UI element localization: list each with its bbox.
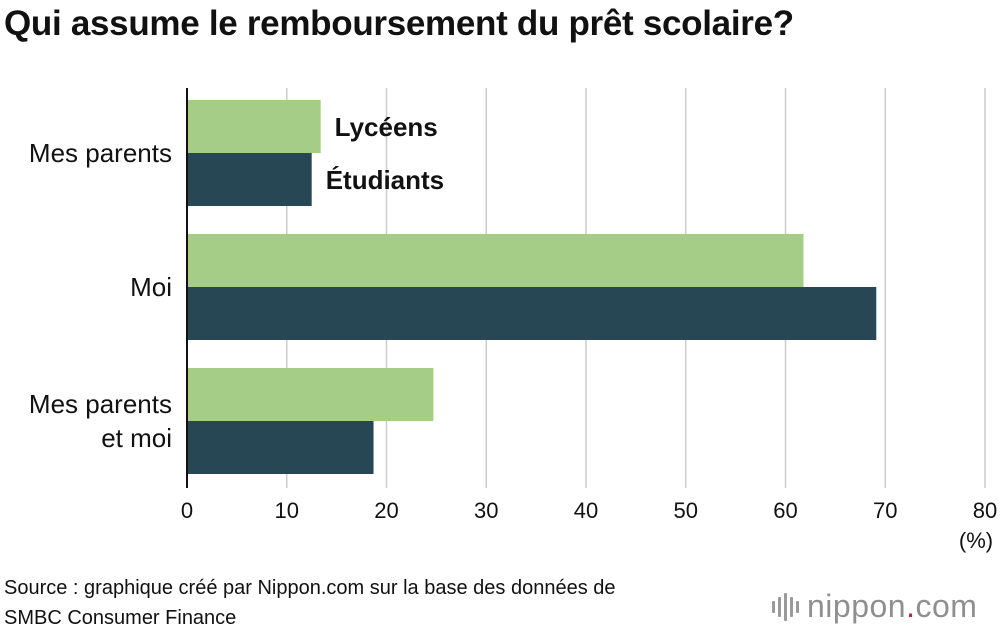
x-unit-label: (%) bbox=[959, 528, 993, 553]
x-tick-label: 30 bbox=[474, 498, 498, 523]
bar bbox=[187, 421, 374, 474]
bar bbox=[187, 234, 804, 287]
bars bbox=[187, 100, 877, 474]
category-labels: Mes parents Moi Mes parents et moi bbox=[29, 138, 172, 453]
series-label: Étudiants bbox=[326, 165, 444, 195]
x-tick-label: 0 bbox=[181, 498, 193, 523]
x-tick-label: 50 bbox=[674, 498, 698, 523]
source-note-line1: Source : graphique créé par Nippon.com s… bbox=[4, 577, 616, 599]
x-tick-label: 60 bbox=[773, 498, 797, 523]
bar bbox=[187, 100, 321, 153]
bar bbox=[187, 368, 434, 421]
category-label: et moi bbox=[101, 423, 172, 453]
category-label: Moi bbox=[130, 272, 172, 302]
series-label: Lycéens bbox=[335, 112, 438, 142]
x-tick-label: 80 bbox=[973, 498, 997, 523]
series-labels: Lycéens Étudiants bbox=[326, 112, 444, 195]
x-tick-label: 10 bbox=[275, 498, 299, 523]
bar-chart: Mes parents Moi Mes parents et moi 0 10 20 30 4… bbox=[29, 88, 997, 553]
bar bbox=[187, 287, 877, 340]
category-label: Mes parents bbox=[29, 389, 172, 419]
bar bbox=[187, 153, 312, 206]
logo-wordmark: nippon.com bbox=[807, 588, 978, 624]
chart-title: Qui assume le remboursement du prêt scol… bbox=[4, 4, 794, 43]
category-label: Mes parents bbox=[29, 138, 172, 168]
x-tick-labels: 0 10 20 30 40 50 60 70 80 bbox=[181, 498, 997, 523]
nippon-logo: nippon.com bbox=[772, 588, 977, 625]
source-note-line2: SMBC Consumer Finance bbox=[4, 607, 237, 629]
x-tick-label: 20 bbox=[374, 498, 398, 523]
x-tick-label: 70 bbox=[873, 498, 897, 523]
sound-wave-icon bbox=[772, 592, 799, 621]
x-tick-label: 40 bbox=[574, 498, 598, 523]
